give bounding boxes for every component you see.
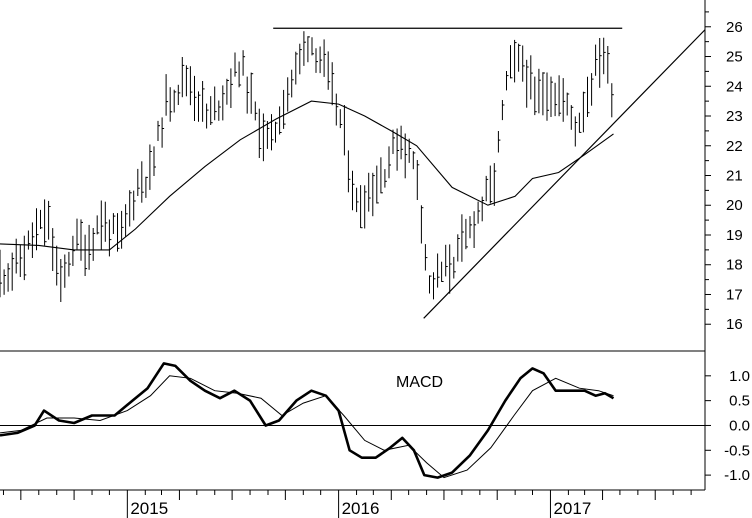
x-year-label: 2017: [553, 499, 591, 518]
price-y-tick-label: 22: [726, 138, 743, 155]
macd-y-tick-label: -1.0: [724, 467, 750, 484]
price-y-tick-label: 16: [726, 316, 743, 333]
x-year-label: 2016: [342, 499, 380, 518]
macd-y-axis-ticks: -1.0 -0.5 0.0 0.5 1.0: [705, 368, 750, 484]
price-y-tick-label: 21: [726, 168, 743, 185]
x-year-label: 2015: [130, 499, 168, 518]
moving-average-line: [0, 100, 614, 251]
macd-panel: MACD -1.0 -0.5 0.0 0.5 1.0: [0, 362, 750, 484]
macd-label: MACD: [396, 374, 443, 391]
price-panel: 16 17 18 19 20 21 22 23 24 25 26: [0, 11, 743, 333]
price-y-tick-label: 20: [726, 197, 743, 214]
x-axis-ticks: 2015 2016 2017: [2, 490, 692, 518]
macd-line: [0, 362, 615, 479]
price-bars: [0, 31, 614, 302]
price-y-tick-label: 19: [726, 227, 743, 244]
price-y-tick-label: 25: [726, 49, 743, 66]
trend-line: [423, 29, 706, 319]
macd-y-tick-label: 1.0: [729, 368, 750, 385]
price-y-tick-label: 26: [726, 19, 743, 36]
price-y-tick-label: 23: [726, 108, 743, 125]
macd-y-tick-label: 0.0: [729, 417, 750, 434]
price-y-tick-label: 18: [726, 257, 743, 274]
price-y-axis-ticks: 16 17 18 19 20 21 22 23 24 25 26: [705, 11, 743, 333]
macd-y-tick-label: -0.5: [724, 442, 750, 459]
macd-y-tick-label: 0.5: [729, 393, 750, 410]
price-y-tick-label: 24: [726, 78, 743, 95]
price-y-tick-label: 17: [726, 286, 743, 303]
